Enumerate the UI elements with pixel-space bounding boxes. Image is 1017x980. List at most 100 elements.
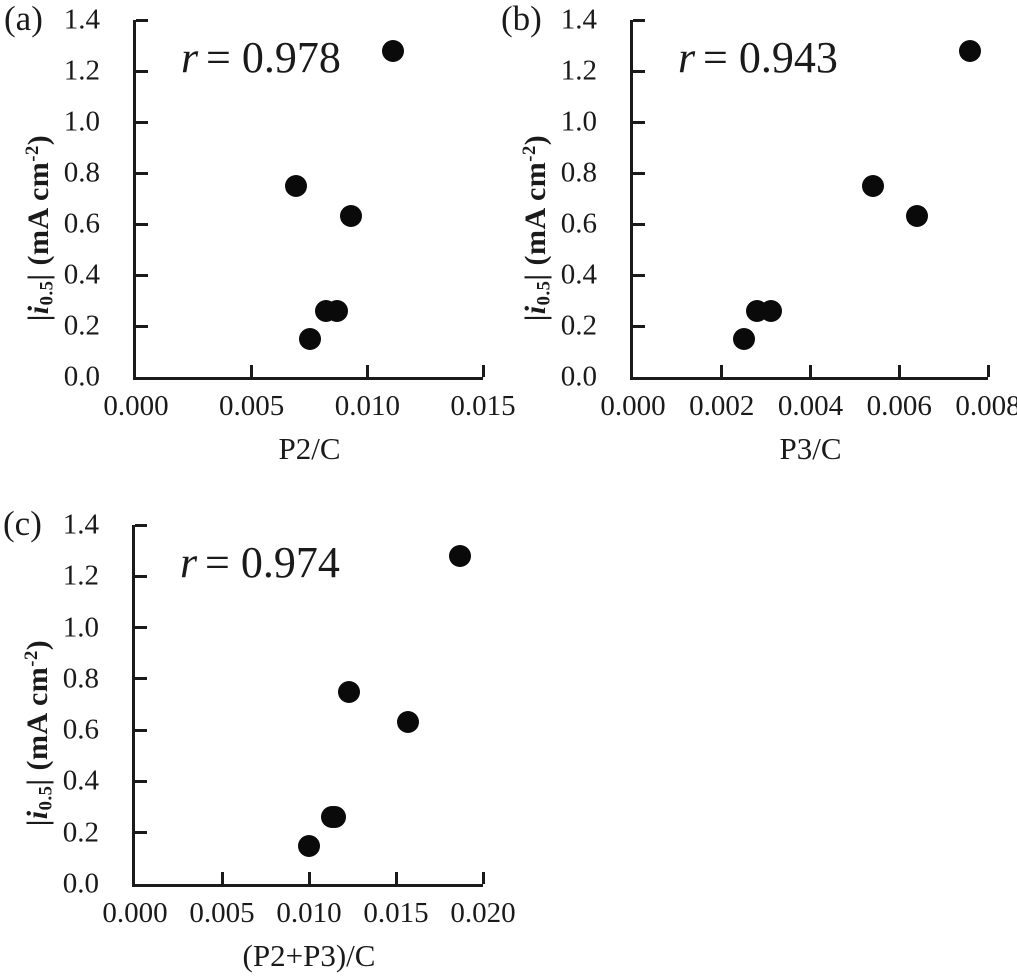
y-tick-label: 0.2 [560,309,597,342]
y-axis-tick [633,324,645,328]
scatter-point [298,327,321,350]
scatter-point [326,299,349,322]
scatter-point [381,39,404,62]
x-tick-label: 0.000 [102,897,168,929]
plot-area-a: r = 0.978 P2/C 0.000 0.005 0.010 0.015 0.0 0.2… [64,5,516,466]
y-axis-tick [136,171,148,175]
y-axis-title-b: |i0.5| (mA cm-2) [518,134,555,322]
x-tick-label: 0.015 [363,897,429,929]
y-axis-tick [633,69,645,73]
x-axis-title-c: (P2+P3)/C [242,938,376,973]
ylabel-subscript: 0.5 [35,785,57,811]
y-axis-tick [135,626,147,630]
scatter-point [959,39,982,62]
ylabel-current-symbol: i [519,305,552,315]
ylabel-bar-open: | [21,819,54,827]
ylabel-units-open: | (mA cm [21,666,54,786]
ylabel-units-close: ) [519,134,552,146]
ylabel-subscript: 0.5 [36,280,58,306]
y-axis-title-a: |i0.5| (mA cm-2) [21,134,58,322]
y-axis-tick [135,677,147,681]
y-tick-label: 0.6 [63,207,100,240]
y-tick-label: 0.6 [560,207,597,240]
x-axis-tick [986,365,990,377]
y-axis-tick [136,18,148,22]
x-axis-tick [809,365,812,377]
r-value: = 0.943 [703,33,838,82]
x-axis-tick [394,872,398,884]
panel-b: (b) |i0.5| (mA cm-2) r = 0.943 P3/C 0.000… [497,0,1017,490]
panel-c: (c) |i0.5| (mA cm-2) r = 0.974 (P2+P3)/C … [0,504,519,980]
x-tick-label: 0.008 [955,390,1017,422]
x-axis-tick [897,365,901,377]
y-axis-tick [136,273,148,277]
r-symbol: r [678,33,696,82]
y-tick-label: 0.8 [62,662,99,695]
y-tick-label: 1.4 [63,3,100,36]
scatter-point [449,544,472,567]
y-axis-tick [633,120,645,124]
x-axis-tick [220,872,224,884]
scatter-point [861,174,884,197]
y-tick-label: 1.2 [62,559,99,592]
x-axis-title-b: P3/C [779,431,842,466]
x-tick-label: 0.020 [450,897,516,929]
x-axis-tick [720,365,724,377]
scatter-point [397,711,420,734]
panel-a-label: (a) [4,0,43,38]
y-tick-label: 1.0 [62,611,99,644]
y-axis-tick [633,222,645,226]
ylabel-current-symbol: i [21,810,54,820]
y-tick-label: 0.0 [560,360,597,393]
x-tick-label: 0.010 [334,390,400,422]
scatter-point [284,174,307,197]
x-tick-label: 0.006 [866,390,932,422]
r-symbol: r [181,33,199,82]
y-axis-tick [135,523,147,527]
x-axis-tick [250,365,254,377]
y-tick-label: 1.4 [62,508,99,541]
y-tick-label: 0.2 [62,816,99,849]
y-axis-tick [135,728,147,732]
ylabel-superscript: -2 [518,145,540,162]
scatter-point [759,299,782,322]
r-value: = 0.978 [206,33,341,82]
ylabel-units-close: ) [22,134,55,146]
y-tick-label: 0.0 [63,360,100,393]
y-tick-label: 0.0 [62,867,99,900]
y-axis-tick [136,120,148,124]
ylabel-bar-open: | [519,314,552,322]
y-axis-tick [136,222,148,226]
x-axis-tick [481,872,485,884]
scatter-point [906,205,928,228]
panel-a: (a) |i0.5| (mA cm-2) r = 0.978 P2/C 0.000… [0,0,520,490]
x-axis-tick [481,365,485,377]
y-tick-label: 1.0 [63,105,100,138]
panel-b-label: (b) [501,0,542,38]
y-tick-label: 0.8 [63,156,100,189]
ylabel-bar-open: | [22,314,55,322]
panel-c-label: (c) [3,504,42,543]
y-tick-label: 0.8 [560,156,597,189]
y-tick-label: 0.4 [560,258,597,291]
y-axis-title-c: |i0.5| (mA cm-2) [20,639,57,827]
correlation-annotation-a: r = 0.978 [181,32,341,83]
x-tick-label: 0.005 [219,390,285,422]
y-axis-tick [136,324,148,328]
y-tick-label: 0.4 [63,258,100,291]
x-axis-tick [365,365,369,377]
y-tick-label: 1.2 [560,54,597,87]
x-tick-label: 0.005 [189,897,255,929]
correlation-annotation-b: r = 0.943 [678,32,838,83]
scatter-point [340,205,363,228]
r-value: = 0.974 [205,538,340,587]
ylabel-superscript: -2 [21,145,43,162]
scatter-point [338,680,361,703]
y-tick-label: 1.4 [560,3,597,36]
ylabel-subscript: 0.5 [533,280,555,306]
y-axis-tick [136,69,148,73]
ylabel-superscript: -2 [20,650,42,667]
ylabel-units-close: ) [21,639,54,651]
scatter-point [732,327,755,350]
